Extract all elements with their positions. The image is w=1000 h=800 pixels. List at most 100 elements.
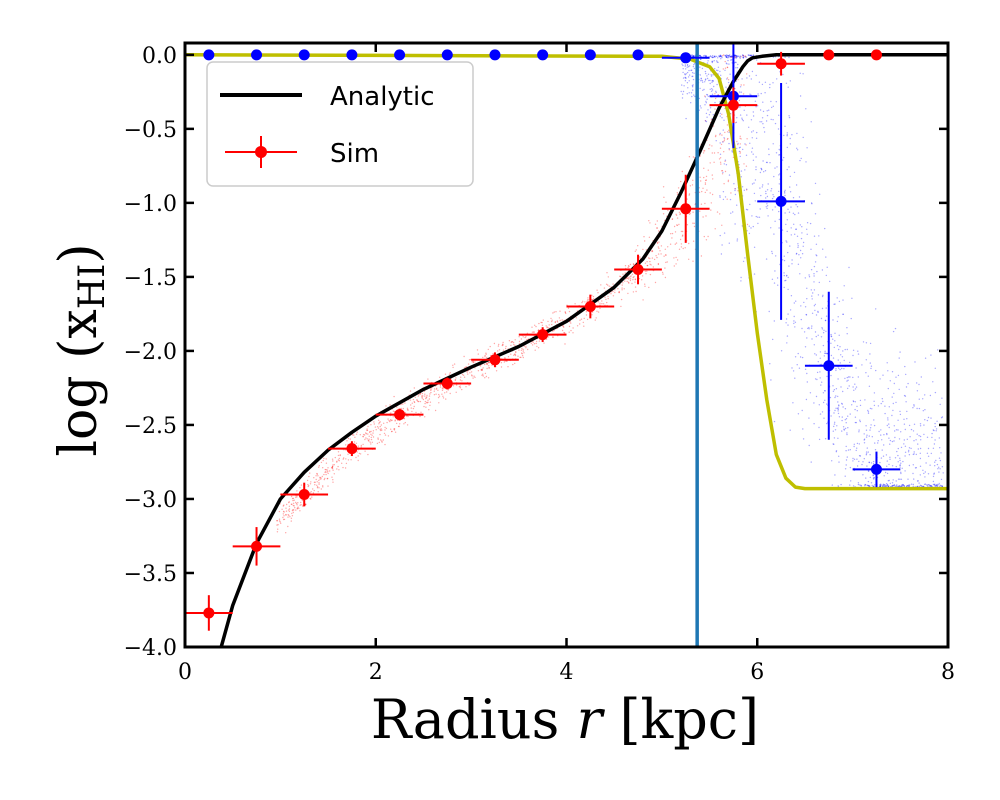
sim-particle xyxy=(934,485,936,487)
sim-particle xyxy=(856,458,858,460)
sim-particle xyxy=(859,419,861,421)
sim-particle xyxy=(728,174,731,176)
sim-particle xyxy=(481,369,483,371)
sim-particle xyxy=(808,417,810,419)
sim-particle xyxy=(691,184,694,186)
sim-particle xyxy=(726,131,729,133)
sim-particle xyxy=(879,485,881,487)
sim-particle xyxy=(785,82,788,85)
sim-particle xyxy=(467,363,470,365)
sim-particle xyxy=(713,60,715,62)
sim-particle xyxy=(295,502,298,505)
sim-particle xyxy=(583,325,585,327)
sim-particle xyxy=(410,404,412,406)
sim-particle xyxy=(777,128,780,130)
sim-particle xyxy=(897,485,900,487)
sim-particle xyxy=(737,79,739,81)
sim-particle xyxy=(926,419,929,422)
sim-particle xyxy=(903,439,905,441)
sim-particle xyxy=(895,429,898,431)
sim-particle xyxy=(752,54,754,56)
sim-particle xyxy=(900,462,902,464)
sim-particle xyxy=(913,440,915,442)
sim-particle xyxy=(693,67,696,70)
sim-particle xyxy=(314,484,316,486)
sim-particle xyxy=(895,376,897,378)
sim-particle xyxy=(882,374,884,376)
sim-particle xyxy=(905,401,907,403)
sim-particle xyxy=(847,387,849,390)
sim-particle xyxy=(703,55,705,57)
sim-particle xyxy=(840,386,842,388)
sim-particle xyxy=(849,413,851,415)
sim-particle xyxy=(899,457,901,459)
sim-particle xyxy=(794,356,797,358)
sim-particle xyxy=(711,174,713,176)
sim-point xyxy=(232,527,281,566)
sim-particle xyxy=(377,427,380,429)
sim-particle xyxy=(375,429,377,431)
sim-particle xyxy=(824,438,827,440)
sim-particle xyxy=(681,97,684,99)
sim-particle xyxy=(663,196,665,198)
sim-particle xyxy=(288,501,290,503)
sim-particle xyxy=(714,68,716,70)
sim-particle xyxy=(684,74,686,76)
sim-particle xyxy=(455,391,457,393)
sim-particle xyxy=(644,262,647,264)
sim-particle xyxy=(326,469,328,471)
sim-particle xyxy=(845,450,847,452)
sim-particle xyxy=(755,168,757,171)
sim-particle xyxy=(688,194,690,196)
sim-particle xyxy=(749,142,751,144)
legend-analytic-label: Analytic xyxy=(330,82,435,112)
sim-particle xyxy=(682,77,685,79)
sim-particle xyxy=(744,169,746,171)
sim-particle xyxy=(710,90,713,93)
sim-particle xyxy=(773,320,775,322)
sim-particle xyxy=(702,216,704,218)
sim-particle xyxy=(867,451,869,453)
sim-particle xyxy=(793,302,795,304)
sim-particle xyxy=(399,423,401,425)
sim-particle xyxy=(930,485,933,487)
sim-particle xyxy=(939,403,941,406)
sim-particle xyxy=(813,344,815,346)
sim-particle xyxy=(843,359,845,362)
sim-particle xyxy=(902,460,904,463)
sim-ionized-point xyxy=(661,52,710,64)
sim-particle xyxy=(726,66,729,69)
sim-particle xyxy=(936,463,939,466)
sim-particle xyxy=(287,525,289,528)
sim-particle xyxy=(346,440,348,442)
sim-particle xyxy=(504,347,507,350)
sim-particle xyxy=(908,447,911,449)
sim-particle xyxy=(337,454,340,457)
sim-particle xyxy=(703,167,705,169)
sim-ionized-point xyxy=(537,49,549,61)
sim-particle xyxy=(912,407,914,409)
sim-particle xyxy=(915,439,917,441)
sim-particle xyxy=(707,169,709,171)
sim-particle xyxy=(290,503,293,505)
sim-particle xyxy=(394,420,396,422)
point-marker xyxy=(823,49,835,61)
sim-particle xyxy=(818,235,820,237)
sim-particle xyxy=(512,363,514,366)
sim-particle xyxy=(763,171,765,173)
sim-particle xyxy=(498,349,501,351)
sim-particle xyxy=(829,280,831,283)
sim-particle xyxy=(852,400,854,402)
sim-particle xyxy=(755,137,758,139)
sim-particle xyxy=(283,504,285,506)
sim-particle xyxy=(846,333,848,335)
sim-particle xyxy=(739,146,741,148)
sim-particle xyxy=(879,461,881,464)
sim-particle xyxy=(599,307,601,310)
sim-particle xyxy=(439,384,442,387)
sim-particle xyxy=(941,485,943,487)
sim-particle xyxy=(894,430,896,432)
sim-particle xyxy=(806,147,808,149)
sim-particle xyxy=(564,311,567,314)
sim-particle xyxy=(716,83,718,86)
